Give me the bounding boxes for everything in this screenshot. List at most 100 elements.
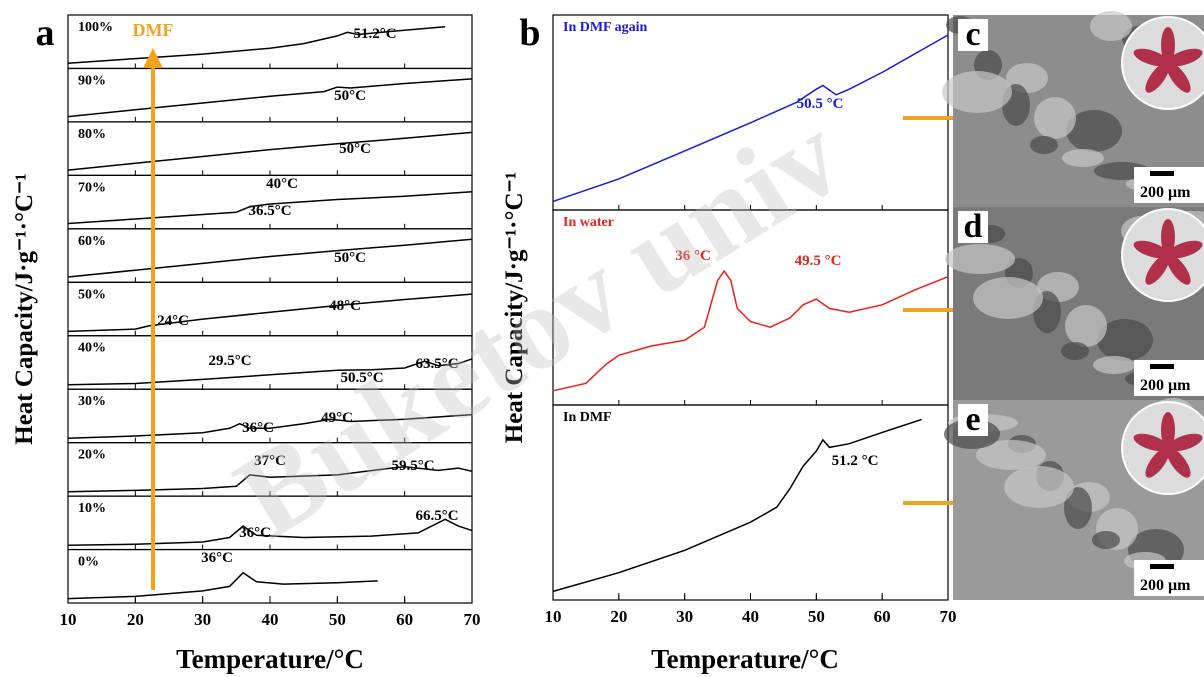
letter-bg: [958, 404, 988, 436]
scale-bar: [1150, 564, 1174, 569]
sem-texture: [1065, 305, 1107, 347]
petal: [1161, 412, 1175, 448]
curve: [67, 238, 473, 278]
panel-letter: b: [519, 12, 540, 54]
series-label: 20%: [78, 448, 106, 463]
peak-label: 66.5°C: [415, 508, 458, 524]
peak-label: 29.5°C: [208, 353, 251, 369]
arrow-label: DMF: [133, 20, 174, 40]
petal: [1166, 254, 1191, 285]
scale-label: 200 μm: [1140, 377, 1191, 394]
panel-letter: d: [964, 208, 983, 245]
sem-texture: [1066, 110, 1122, 152]
petal: [1161, 27, 1175, 63]
petal: [1145, 62, 1170, 93]
peak-label: 36°C: [242, 420, 274, 436]
sem-texture: [1061, 342, 1089, 360]
y-axis-title: Heat Capacity/J·g⁻¹·°C⁻¹: [501, 172, 528, 444]
petal: [1145, 447, 1170, 478]
curve: [67, 571, 378, 600]
curve: [67, 78, 473, 118]
x-tick-label: 10: [545, 607, 562, 626]
petal: [1166, 447, 1191, 478]
strip-frame: [552, 404, 949, 601]
x-tick-label: 70: [940, 607, 957, 626]
peak-label: 63.5°C: [415, 356, 458, 372]
sem-texture: [1004, 466, 1074, 508]
curve: [552, 418, 922, 593]
series-label: In water: [563, 215, 614, 230]
petal: [1167, 240, 1203, 259]
panel-letter: a: [36, 12, 55, 54]
series-label: 70%: [78, 180, 106, 195]
x-tick-label: 40: [742, 607, 759, 626]
petal: [1133, 48, 1169, 67]
scale-bar: [1150, 364, 1174, 369]
peak-label: 51.2 °C: [832, 453, 879, 469]
scale-label: 200 μm: [1140, 184, 1191, 201]
sem-texture: [1092, 531, 1120, 549]
curve: [67, 465, 473, 493]
scale-bar: [1150, 171, 1174, 176]
peak-label: 40°C: [266, 176, 298, 192]
peak-label: 51.2°C: [353, 26, 396, 42]
peak-label: 48°C: [329, 298, 361, 314]
series-label: 40%: [78, 341, 106, 356]
petal: [1145, 254, 1170, 285]
peak-label: 50.5 °C: [797, 96, 844, 112]
sem-texture: [1093, 356, 1135, 374]
x-tick-label: 50: [808, 607, 825, 626]
peak-label: 59.5°C: [391, 458, 434, 474]
curve: [67, 293, 473, 333]
curve: [67, 518, 473, 546]
peak-label: 36 °C: [675, 248, 711, 264]
x-tick-label: 60: [874, 607, 891, 626]
letter-bg: [958, 211, 988, 243]
peak-label: 50°C: [334, 88, 366, 104]
petal: [1167, 433, 1203, 452]
peak-label: 36°C: [239, 525, 271, 541]
peak-label: 49.5 °C: [795, 253, 842, 269]
series-label: In DMF again: [563, 20, 647, 35]
petal: [1133, 240, 1169, 259]
peak-label: 50°C: [339, 141, 371, 157]
x-tick-label: 30: [676, 607, 693, 626]
series-label: 90%: [78, 73, 106, 88]
strip-frame: [67, 67, 473, 123]
series-label: 60%: [78, 234, 106, 249]
peak-label: 50.5°C: [340, 370, 383, 386]
series-label: 80%: [78, 127, 106, 142]
peak-label: 37°C: [254, 453, 286, 469]
x-axis-title: Temperature/°C: [176, 644, 364, 674]
strip-frame: [67, 228, 473, 283]
series-label: 30%: [78, 394, 106, 409]
petal: [1167, 48, 1203, 67]
peak-label: 50°C: [334, 250, 366, 266]
curve: [552, 269, 949, 392]
peak-label: 49°C: [321, 410, 353, 426]
sem-texture: [1090, 11, 1132, 41]
strip-frame: [67, 548, 473, 604]
panel-letter: c: [965, 16, 980, 53]
y-axis-title: Heat Capacity/J·g⁻¹·°C⁻¹: [11, 173, 38, 445]
petal: [1133, 433, 1169, 452]
sem-texture: [1034, 97, 1076, 139]
strip-frame: [67, 14, 473, 70]
letter-bg: [958, 19, 988, 51]
sem-texture: [942, 71, 1012, 113]
series-label: 50%: [78, 287, 106, 302]
scale-label: 200 μm: [1140, 577, 1191, 594]
curve: [67, 26, 446, 64]
series-label: 100%: [78, 20, 113, 35]
sem-texture: [1097, 319, 1153, 361]
curve: [67, 358, 473, 386]
x-tick-label: 10: [60, 610, 77, 629]
x-tick-label: 20: [127, 610, 144, 629]
series-label: 0%: [78, 555, 99, 570]
x-tick-label: 40: [262, 610, 279, 629]
series-label: In DMF: [563, 410, 612, 425]
peak-label: 36.5°C: [248, 203, 291, 219]
sem-texture: [976, 440, 1046, 470]
sem-texture: [945, 244, 1015, 274]
